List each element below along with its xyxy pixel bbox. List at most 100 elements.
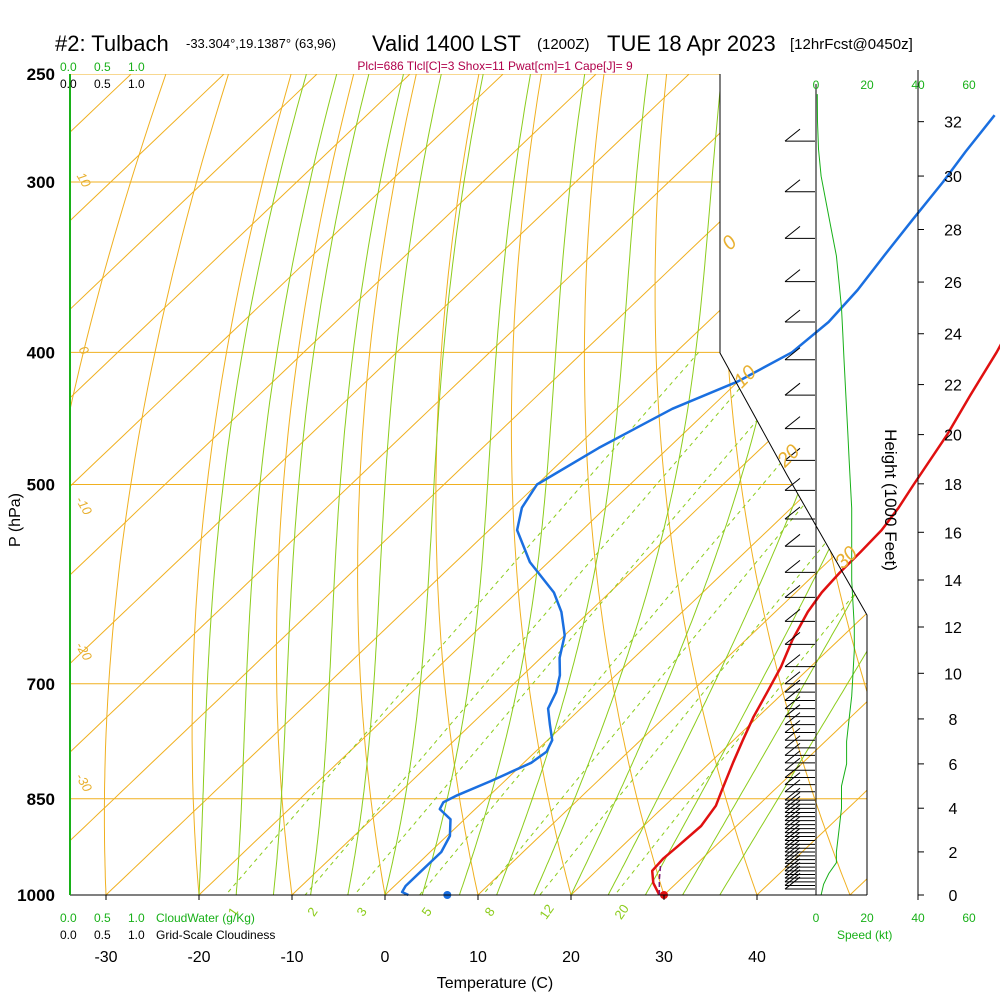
isotherm-line <box>756 74 867 895</box>
dry-adiabat-line <box>853 74 867 895</box>
speed-bottom-tick: 40 <box>911 911 925 925</box>
cloudiness-bottom-tick: 0.5 <box>94 928 111 942</box>
speed-bottom-tick: 20 <box>860 911 874 925</box>
height-tick-label: 0 <box>949 888 958 905</box>
wind-speed-profile <box>816 94 855 896</box>
isotherm-line <box>70 74 504 895</box>
parcel-trace <box>658 864 662 896</box>
isotherm-line <box>291 74 867 895</box>
height-tick-label: 16 <box>944 525 962 542</box>
wind-barb <box>784 765 801 778</box>
x-axis-title: Temperature (C) <box>437 975 553 992</box>
height-tick-label: 30 <box>944 169 962 186</box>
x-tick-label: -30 <box>94 949 117 966</box>
dry-adiabat-line <box>583 74 665 895</box>
wind-barb <box>784 835 801 849</box>
height-tick-label: 24 <box>944 327 962 344</box>
dry-adiabat-line <box>789 74 867 895</box>
wind-barb <box>784 584 801 598</box>
wind-barb <box>784 608 801 622</box>
speed-bottom-tick: 60 <box>962 911 976 925</box>
wind-barb <box>784 779 801 793</box>
height-tick-label: 32 <box>944 115 962 132</box>
isotherm-line <box>663 74 867 895</box>
wind-barb <box>784 688 801 701</box>
wind-barb <box>784 876 801 890</box>
wind-barb <box>784 743 801 756</box>
cloudiness-top-tick: 1.0 <box>128 77 145 91</box>
y-axis-title: P (hPa) <box>7 493 24 547</box>
mixing-ratio-label: 8 <box>481 904 497 919</box>
cloudwater-label: CloudWater (g/Kg) <box>156 911 255 925</box>
wind-barb <box>784 416 801 430</box>
isotherm-label: 0 <box>718 231 741 254</box>
moist-adiabat-line <box>384 74 484 895</box>
title-coords: -33.304°,19.1387° (63,96) <box>186 36 336 51</box>
isotherm-label: 30 <box>831 542 862 573</box>
isotherm-line <box>384 74 867 895</box>
title-forecast: [12hrFcst@0450z] <box>790 36 913 53</box>
wind-barb <box>784 447 801 461</box>
moist-adiabat-line <box>719 74 867 895</box>
mixing-ratio-line <box>304 351 772 895</box>
x-tick-label: 10 <box>469 949 487 966</box>
x-tick-label: 30 <box>655 949 673 966</box>
wind-barb <box>784 704 801 718</box>
height-tick-label: 14 <box>944 573 962 590</box>
height-tick-label: 10 <box>944 666 962 683</box>
isotherm-line <box>70 74 783 895</box>
wind-barb <box>784 869 801 883</box>
isotherm-label: 10 <box>730 361 761 392</box>
x-tick-label: -10 <box>280 949 303 966</box>
cloudwater-bottom-tick: 1.0 <box>128 911 145 925</box>
cloudwater-bottom-tick: 0.5 <box>94 911 111 925</box>
wind-barb <box>784 179 801 193</box>
wind-barb <box>784 735 801 749</box>
moist-adiabat-line <box>533 74 723 895</box>
speed-top-tick: 40 <box>911 78 925 92</box>
plot-right-outline <box>719 74 868 895</box>
wind-barb <box>784 831 801 845</box>
speed-bottom-tick: 0 <box>813 911 820 925</box>
pressure-tick-label: 300 <box>27 173 55 192</box>
wind-barb <box>784 824 801 837</box>
cloudiness-top-tick: 0.5 <box>94 77 111 91</box>
wind-barbs <box>784 128 815 890</box>
cloudwater-top-tick: 0.0 <box>60 60 77 74</box>
wind-barb <box>784 800 801 813</box>
wind-barb <box>784 812 801 826</box>
wind-barb <box>784 347 801 361</box>
wind-barb <box>784 679 801 693</box>
mixing-ratio-line <box>419 351 867 895</box>
height-tick-label: 2 <box>949 845 958 862</box>
isotherm-line <box>70 74 867 895</box>
x-tick-label: 40 <box>748 949 766 966</box>
wind-barb <box>784 712 801 726</box>
wind-barb <box>784 128 801 142</box>
wind-barb <box>784 506 801 520</box>
profile-curves <box>400 114 1000 899</box>
cloudiness-bottom-tick: 1.0 <box>128 928 145 942</box>
pressure-tick-label: 850 <box>27 790 55 809</box>
wind-barb <box>784 862 801 875</box>
height-tick-label: 20 <box>944 428 962 445</box>
height-tick-label: 4 <box>949 801 958 818</box>
mixing-ratio-label: 3 <box>353 904 369 919</box>
speed-top-tick: 0 <box>813 78 820 92</box>
wind-barb <box>784 850 801 864</box>
wind-barb <box>784 828 801 841</box>
wind-barb <box>784 865 801 879</box>
height-tick-label: 12 <box>944 620 962 637</box>
x-tick-label: -20 <box>187 949 210 966</box>
isotherm-label: 0 <box>76 343 93 357</box>
height-tick-label: 22 <box>944 378 962 395</box>
wind-barb <box>784 750 801 764</box>
thermo-grid <box>70 74 867 895</box>
moist-adiabat-line <box>198 74 307 895</box>
wind-barb <box>784 309 801 323</box>
speed-top-tick: 20 <box>860 78 874 92</box>
isotherm-line <box>70 74 597 895</box>
speed-label: Speed (kt) <box>837 928 892 942</box>
